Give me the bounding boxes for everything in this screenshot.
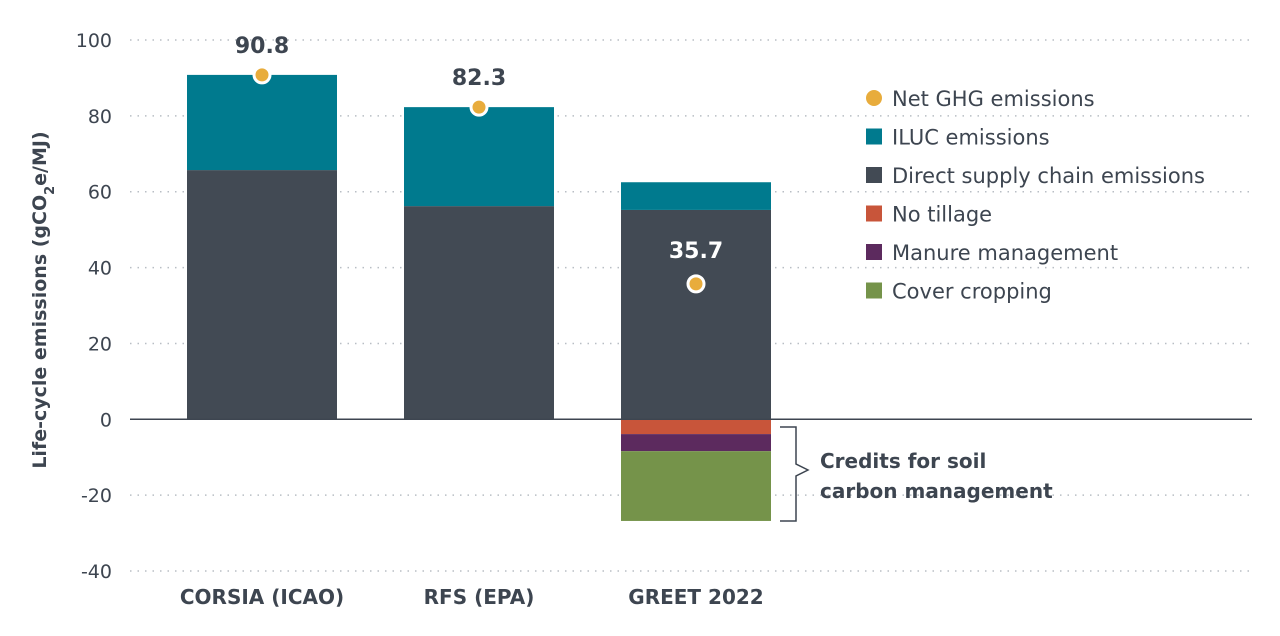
bar-segment-no-tillage (621, 419, 771, 435)
bar-segment-iluc-emissions (187, 74, 337, 171)
net-value-label: 82.3 (452, 66, 506, 91)
legend-label: Manure management (892, 241, 1118, 265)
y-tick-label: 60 (88, 182, 112, 204)
y-tick-label: 0 (100, 409, 112, 431)
legend-label: ILUC emissions (892, 126, 1050, 150)
legend-swatch (866, 244, 882, 260)
legend-label: Net GHG emissions (892, 87, 1095, 111)
legend-swatch-net (866, 90, 882, 106)
y-tick-label: 100 (76, 30, 112, 52)
legend-label: Direct supply chain emissions (892, 164, 1205, 188)
bar-segment-direct-supply-chain-emissions (187, 170, 337, 420)
legend-swatch (866, 205, 882, 222)
legend-label: No tillage (892, 203, 992, 227)
category-label: CORSIA (ICAO) (180, 585, 344, 609)
bar-segment-iluc-emissions (621, 182, 771, 210)
net-markers: 90.8 82.3 35.7 (235, 34, 723, 294)
bars (187, 74, 771, 521)
net-value-label: 90.8 (235, 34, 289, 59)
bar-segment-direct-supply-chain-emissions (621, 209, 771, 420)
legend-swatch (866, 282, 882, 299)
category-label: GREET 2022 (628, 585, 763, 609)
bar-segment-direct-supply-chain-emissions (404, 206, 554, 420)
y-axis-ticks: 100 80 60 40 20 0 -20 -40 (76, 30, 112, 583)
legend-swatch (866, 128, 882, 145)
y-tick-label: 40 (88, 258, 112, 280)
bar-segment-cover-cropping (621, 451, 771, 521)
legend-swatch (866, 167, 882, 183)
category-label: RFS (EPA) (424, 585, 535, 609)
y-tick-label: -40 (81, 561, 112, 583)
net-value-label: 35.7 (669, 239, 723, 264)
bar-segment-iluc-emissions (404, 107, 554, 207)
y-tick-label: 20 (88, 333, 112, 355)
net-ghg-marker (252, 65, 272, 85)
net-ghg-marker (686, 274, 706, 294)
category-labels: CORSIA (ICAO) RFS (EPA) GREET 2022 (180, 585, 764, 609)
y-tick-label: -20 (81, 485, 112, 507)
legend: Net GHG emissions ILUC emissions Direct su… (866, 87, 1205, 304)
net-ghg-marker (469, 97, 489, 117)
credits-annotation: Credits for soil carbon management (820, 449, 1053, 503)
credits-bracket (780, 426, 810, 522)
y-axis-label: Life-cycle emissions (gCO2e/MJ) (29, 131, 58, 468)
legend-label: Cover cropping (892, 280, 1052, 304)
bar-segment-manure-management (621, 434, 771, 452)
y-tick-label: 80 (88, 106, 112, 128)
